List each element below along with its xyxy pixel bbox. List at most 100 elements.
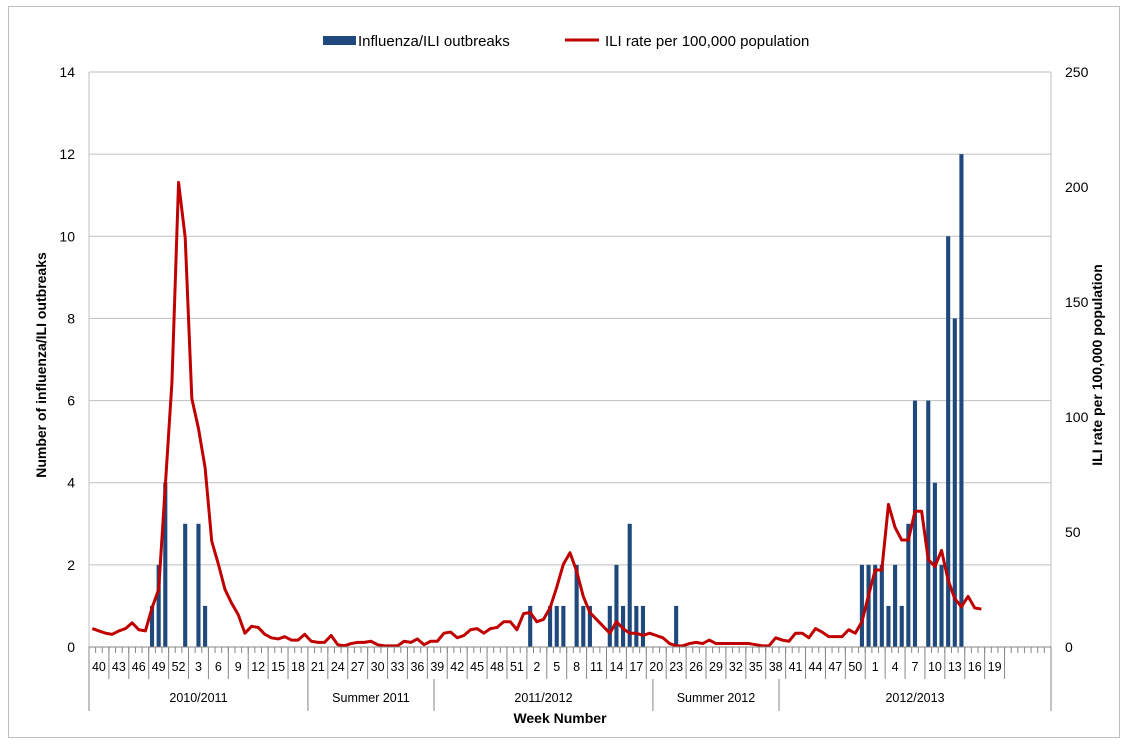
x-tick-label: 46: [132, 660, 146, 674]
period-label: 2012/2013: [885, 691, 944, 705]
x-tick-label: 30: [371, 660, 385, 674]
outbreak-bar: [674, 605, 679, 647]
combo-chart: Influenza/ILI outbreaks ILI rate per 100…: [33, 33, 1105, 726]
x-tick-label: 5: [553, 660, 560, 674]
x-tick-label: 2: [533, 660, 540, 674]
legend-bar-swatch: [323, 36, 356, 45]
x-tick-label: 49: [152, 660, 166, 674]
x-tick-label: 11: [590, 660, 603, 674]
outbreak-bar: [859, 564, 864, 647]
outbreak-bar: [640, 605, 646, 647]
y-right-tick-label: 100: [1065, 409, 1089, 425]
x-tick-label: 36: [410, 660, 424, 674]
y-left-tick-label: 6: [67, 393, 75, 409]
line-series-group: [91, 180, 982, 648]
x-tick-label: 43: [112, 660, 126, 674]
outbreak-bar: [561, 605, 566, 647]
x-tick-label: 32: [729, 660, 743, 674]
x-tick-label: 24: [331, 660, 345, 674]
outbreak-bar: [959, 154, 964, 647]
outbreak-bar: [893, 564, 898, 647]
outbreak-bar: [952, 318, 957, 647]
x-tick-label: 21: [311, 660, 325, 674]
outbreak-bar: [183, 523, 188, 647]
outbreak-bar: [554, 605, 559, 647]
y-left-tick-label: 12: [59, 146, 75, 162]
x-tick-label: 4: [892, 660, 899, 674]
outbreak-bar: [528, 605, 533, 647]
y-axis-right-title: ILI rate per 100,000 population: [1089, 264, 1105, 466]
y-left-tick-label: 2: [67, 557, 75, 573]
x-tick-label: 15: [271, 660, 285, 674]
outbreak-bar: [614, 564, 619, 647]
outbreak-bar: [548, 605, 553, 647]
x-tick-label: 3: [195, 660, 202, 674]
x-tick-label: 48: [490, 660, 504, 674]
outbreak-bar: [581, 605, 586, 647]
y-left-tick-label: 10: [59, 228, 75, 244]
period-label: 2010/2011: [169, 691, 227, 705]
outbreak-bar: [156, 564, 161, 647]
y-axis-left-title: Number of influenza/ILI outbreaks: [33, 252, 49, 478]
x-tick-label: 42: [450, 660, 464, 674]
y-left-tick-label: 14: [59, 64, 75, 80]
x-tick-label: 10: [928, 660, 942, 674]
outbreak-bar: [196, 523, 201, 647]
outbreak-bar: [627, 523, 632, 647]
y-left-tick-label: 0: [67, 639, 75, 655]
x-tick-label: 23: [669, 660, 683, 674]
outbreak-bar: [587, 605, 592, 647]
x-axis-title: Week Number: [513, 710, 607, 726]
outbreak-bar: [607, 605, 612, 647]
x-tick-label: 44: [809, 660, 823, 674]
y-left-tick-label: 4: [67, 475, 75, 491]
outbreak-bar: [163, 482, 168, 647]
x-tick-label: 26: [689, 660, 703, 674]
x-tick-label: 27: [351, 660, 365, 674]
y-right-tick-label: 0: [1065, 639, 1073, 655]
right-axis-ticks: 0 50 100 150 200 250: [1065, 64, 1089, 655]
x-tick-label: 13: [948, 660, 962, 674]
x-tick-label: 50: [848, 660, 862, 674]
x-tick-label: 40: [92, 660, 106, 674]
x-tick-label: 17: [629, 660, 643, 674]
outbreak-bar: [946, 236, 951, 648]
outbreak-bar: [899, 605, 904, 647]
x-tick-label: 6: [215, 660, 222, 674]
outbreak-bar: [634, 605, 639, 647]
x-tick-label: 39: [430, 660, 444, 674]
x-tick-label: 8: [573, 660, 580, 674]
ili-rate-line: [91, 180, 982, 648]
y-right-tick-label: 150: [1065, 294, 1089, 310]
x-tick-label: 33: [391, 660, 405, 674]
outbreak-bar: [879, 564, 884, 647]
legend-line-label: ILI rate per 100,000 population: [605, 33, 809, 50]
y-right-tick-label: 250: [1065, 64, 1089, 80]
period-label: Summer 2011: [332, 691, 410, 705]
outbreak-bar: [912, 400, 918, 647]
period-groups: 2010/2011 Summer 2011 2011/2012 Summer 2012…: [88, 679, 1052, 711]
y-right-tick-label: 50: [1065, 524, 1081, 540]
left-axis-ticks: 0 2 4 6 8 10 12 14: [59, 64, 75, 655]
x-tick-label: 47: [828, 660, 842, 674]
x-tick-label: 19: [988, 660, 1002, 674]
x-tick-label: 16: [968, 660, 982, 674]
outbreak-bar: [926, 400, 931, 647]
outbreak-bar: [203, 605, 208, 647]
x-tick-label: 38: [769, 660, 783, 674]
outbreak-bar: [866, 564, 871, 647]
x-tick-label: 7: [912, 660, 919, 674]
x-tick-label: 18: [291, 660, 305, 674]
outbreak-bar: [939, 564, 944, 647]
outbreak-bar: [873, 564, 878, 647]
outbreak-bar: [906, 523, 911, 647]
chart-frame: Influenza/ILI outbreaks ILI rate per 100…: [8, 6, 1120, 738]
outbreak-bar: [886, 605, 891, 647]
x-tick-label: 45: [470, 660, 484, 674]
x-tick-label: 20: [649, 660, 663, 674]
x-tick-label: 29: [709, 660, 723, 674]
y-right-tick-label: 200: [1065, 179, 1089, 195]
x-tick-label: 9: [235, 660, 242, 674]
x-tick-label: 52: [172, 660, 186, 674]
legend-bar-label: Influenza/ILI outbreaks: [358, 33, 510, 50]
